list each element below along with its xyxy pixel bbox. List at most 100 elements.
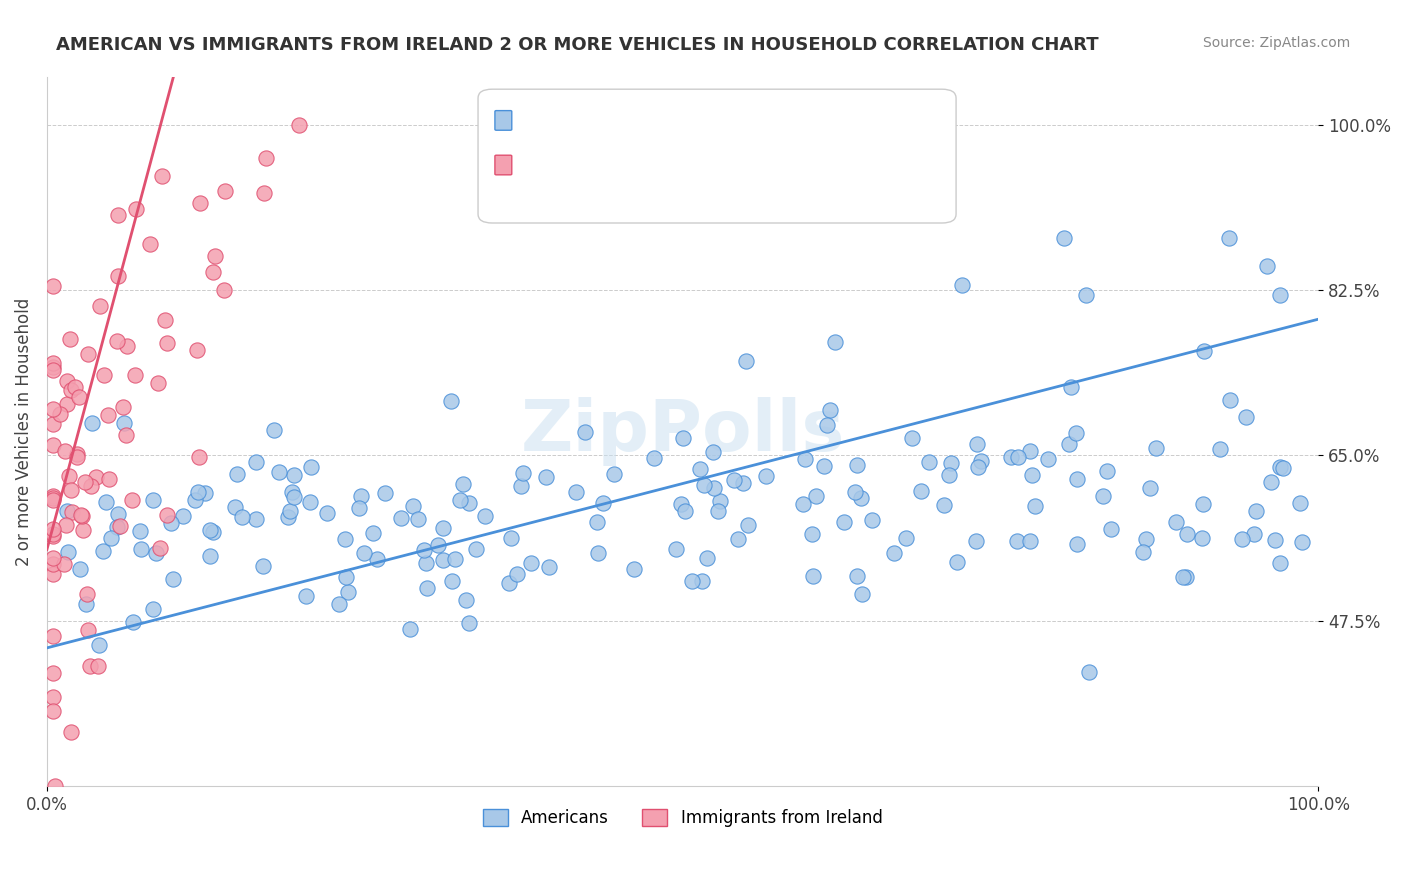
Point (966, 436, 988, 450)
Point (432, 553, 454, 567)
Point (42, 279, 65, 293)
Point (512, 467, 534, 481)
Point (1099, 522, 1122, 536)
Point (832, 515, 855, 529)
Text: Source: ZipAtlas.com: Source: ZipAtlas.com (1202, 36, 1350, 50)
Point (53, 557, 76, 571)
Point (142, 493, 165, 508)
Point (42, 493, 65, 508)
Point (84, 470, 107, 484)
Point (1236, 410, 1258, 425)
Point (226, 467, 249, 482)
Point (42, 690, 65, 705)
Point (1059, 437, 1081, 451)
Point (194, 485, 217, 500)
Point (254, 152, 277, 166)
Point (63, 380, 86, 394)
Text: N =: N = (619, 125, 655, 143)
Point (1192, 343, 1215, 358)
Point (115, 339, 138, 353)
Point (156, 335, 179, 350)
Text: R =: R = (513, 169, 550, 187)
Point (592, 495, 614, 509)
Point (901, 431, 924, 445)
Point (703, 481, 725, 495)
Point (42, 363, 65, 377)
Point (737, 517, 759, 532)
Point (444, 552, 467, 566)
Point (537, 560, 560, 574)
Text: 0.575: 0.575 (555, 169, 607, 187)
Point (1036, 452, 1059, 467)
Point (91, 544, 114, 558)
Point (107, 269, 129, 284)
Point (42, 528, 65, 542)
Point (245, 455, 267, 469)
Point (66, 447, 89, 461)
Point (146, 376, 169, 391)
Point (1264, 533, 1286, 548)
Point (506, 566, 529, 581)
Point (458, 615, 481, 630)
Point (139, 237, 162, 252)
Point (58, 468, 80, 483)
Point (792, 497, 814, 511)
Point (58, 545, 80, 559)
Point (212, 283, 235, 297)
Text: ZipPolls: ZipPolls (520, 397, 845, 467)
Point (202, 265, 225, 279)
Point (1078, 665, 1101, 680)
Point (449, 492, 471, 507)
Point (70, 509, 93, 524)
Point (59, 332, 82, 346)
Point (413, 543, 436, 558)
Point (42, 401, 65, 416)
Point (315, 506, 337, 520)
Point (42, 665, 65, 680)
Point (1066, 472, 1088, 486)
Point (681, 574, 703, 588)
Point (938, 467, 960, 482)
Point (458, 496, 481, 510)
Point (42, 705, 65, 719)
Point (188, 450, 211, 465)
Point (731, 475, 754, 490)
Point (80, 479, 103, 493)
Point (298, 495, 321, 509)
Point (1268, 460, 1291, 475)
Point (818, 403, 841, 417)
Point (970, 453, 993, 467)
Point (288, 118, 311, 132)
Point (188, 196, 211, 211)
Point (93, 368, 115, 383)
Point (42, 359, 65, 374)
Point (586, 515, 609, 529)
Point (415, 556, 437, 570)
Point (432, 521, 454, 535)
Point (328, 597, 350, 611)
Point (263, 423, 285, 437)
Point (49, 407, 72, 421)
Point (565, 485, 588, 500)
Point (98, 472, 121, 486)
Point (125, 202, 148, 216)
Point (967, 460, 990, 475)
Point (389, 510, 412, 524)
Point (689, 462, 711, 476)
Point (794, 452, 817, 467)
Point (89, 299, 111, 313)
Point (693, 478, 716, 492)
Point (474, 508, 496, 523)
Point (347, 501, 370, 516)
Point (59, 483, 82, 497)
Point (1209, 442, 1232, 457)
Point (1064, 425, 1087, 440)
Point (105, 334, 128, 348)
Point (60, 505, 83, 519)
Point (755, 468, 778, 483)
Point (142, 601, 165, 615)
Point (42, 526, 65, 541)
Point (849, 491, 872, 506)
Point (643, 451, 665, 466)
Point (121, 493, 143, 508)
